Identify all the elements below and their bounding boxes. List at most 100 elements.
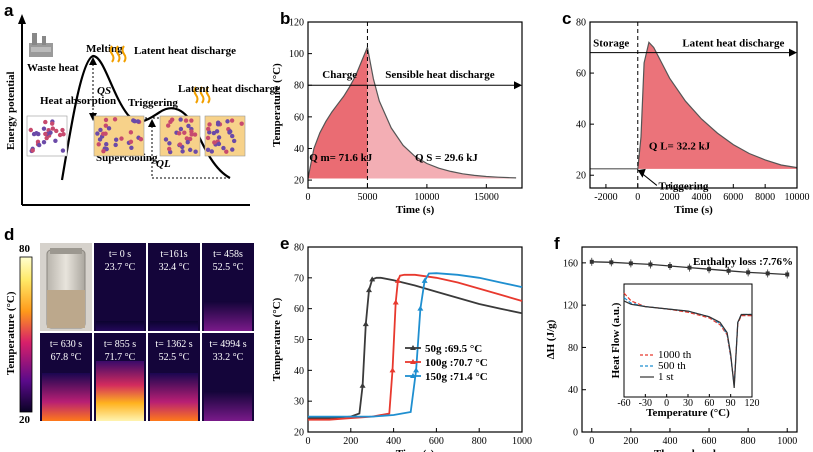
x-tick-label: 1000 [512,436,532,447]
particle-dot [176,131,182,136]
x-tick-label: 800 [472,436,487,447]
particle-dot [28,127,34,133]
particle-dot [230,133,235,139]
ir-time-label: t= 458s [213,249,243,260]
ir-time-label: t= 1362 s [155,339,192,350]
particle-dot [209,149,215,154]
inset-x-tick-label: 0 [664,398,669,409]
particle-dot [215,120,221,125]
series-marker [392,299,399,305]
inset-series-line [623,300,752,389]
y-tick-label: 120 [289,18,304,29]
ir-temp-label: 32.4 °C [159,262,190,273]
triggering-label: Triggering [658,180,708,192]
ir-temp-label: 52.5 °C [159,352,190,363]
ir-heat-region [204,301,252,331]
particle-dot [183,118,189,123]
ir-heat-region [204,391,252,421]
particle-dot [205,135,211,141]
particle-dot [206,126,211,132]
particle-dot [225,119,230,124]
series-marker [359,382,366,388]
particle-dot [113,142,118,148]
inset-legend-label: 1000 th [658,349,692,361]
inset-series-line [623,292,752,384]
ir-frame [148,243,200,331]
panel-a-ylabel: Energy potential [5,71,17,150]
inset-x-tick-label: 60 [704,398,714,409]
x-axis-label: Time (s) [396,448,435,452]
particle-dot [96,142,101,147]
colorbar-max: 80 [19,243,31,255]
particle-dot [231,138,237,144]
inset-legend-label: 1 st [658,371,674,383]
series-marker [389,367,396,373]
plot-frame [307,21,523,189]
inset-x-tick-label: -30 [639,398,652,409]
y-tick-label: 60 [294,112,304,123]
y-axis-label: Temperature (°C) [271,297,283,381]
ql-arrow-up-icon [148,119,156,127]
y-tick-label: 60 [576,69,586,80]
ir-heat-region [96,361,144,421]
panel-a-label: a [4,1,14,20]
particle-dot [50,126,56,131]
ql-value-label: Q L= 32.2 kJ [649,141,711,153]
x-tick-label: 4000 [691,192,711,203]
y-tick-label: 70 [294,273,304,284]
x-tick-label: 15000 [474,192,499,203]
panel-a: a Energy potential Waste heat Heat absor… [4,1,280,206]
particle-dot [212,140,217,145]
phase-arrow-icon [789,48,797,57]
y-tick-label: 20 [294,176,304,187]
legend-label: 150g :71.4 °C [425,371,488,383]
x-tick-label: 10000 [785,192,810,203]
ir-heat-region [150,321,198,331]
colorbar [19,256,33,413]
particle-dot [61,131,66,137]
qs-label: QS [97,85,111,97]
particle-dot [169,117,175,122]
particle-dot [104,146,109,152]
particle-dot [57,132,63,138]
y-tick-label: 80 [294,81,304,92]
particle-dot [186,123,191,129]
y-tick-label: 30 [294,397,304,408]
particle-dot [185,139,190,145]
particle-dot [30,148,35,153]
charge-area [308,47,368,179]
particle-boxes [26,115,246,157]
inset-x-label: Temperature (°C) [646,407,730,419]
series-line [308,272,523,418]
particle-dot [230,147,235,152]
x-tick-label: 400 [662,436,677,447]
x-tick-label: 200 [623,436,638,447]
y-axis-label: ΔH (J/g) [545,319,557,359]
series-marker [413,367,420,373]
panel-label: e [280,234,289,253]
ir-time-label: t= 855 s [104,339,136,350]
particle-dot [43,131,48,137]
x-tick-label: 10000 [414,192,439,203]
particle-dot [113,137,119,142]
y-tick-label: 80 [576,18,586,29]
particle-dot [60,148,66,153]
x-tick-label: 1000 [777,436,797,447]
particle-dot [138,137,144,142]
y-axis-label: Temperature (°C) [271,63,283,147]
particle-dot [41,126,47,131]
particle-dot [221,145,226,151]
ir-temp-label: 71.7 °C [105,352,136,363]
particle-dot [167,146,172,152]
ql-label: QL [156,158,171,170]
inset-x-tick-label: 30 [683,398,693,409]
particle-dot [41,139,47,145]
panel-e: 0 200 400 600 800 1000 20 30 40 50 60 70 80 Time (s) T… [271,234,532,452]
latent-discharge-label-1: Latent heat discharge [134,45,236,57]
y-tick-label: 60 [294,304,304,315]
particle-dot [97,137,103,142]
x-axis-label: Time (s) [396,204,435,216]
particle-dot [104,142,109,147]
series-marker [362,321,369,327]
